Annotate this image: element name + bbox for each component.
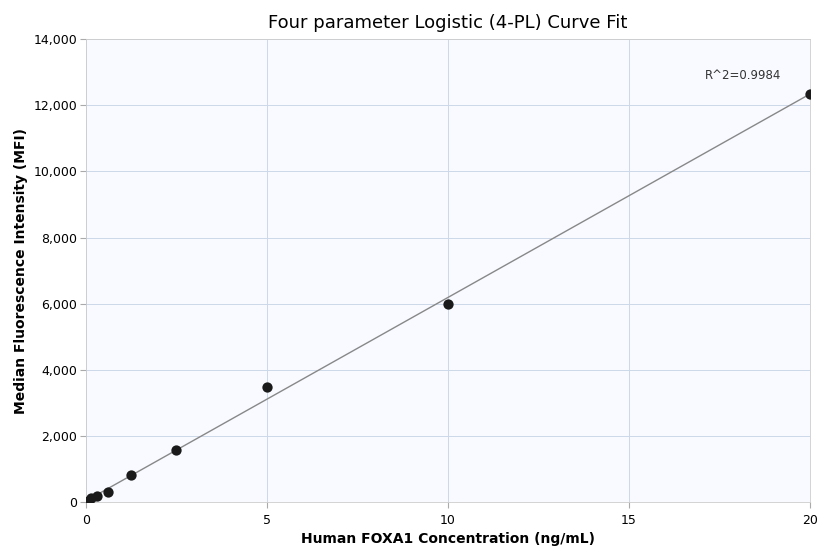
Title: Four parameter Logistic (4-PL) Curve Fit: Four parameter Logistic (4-PL) Curve Fit — [268, 14, 627, 32]
Point — [82, 496, 95, 505]
Point — [102, 487, 115, 496]
Y-axis label: Median Fluorescence Intensity (MFI): Median Fluorescence Intensity (MFI) — [14, 128, 28, 414]
Text: R^2=0.9984: R^2=0.9984 — [705, 69, 781, 82]
Point — [85, 494, 98, 503]
Point — [170, 446, 183, 455]
Point — [91, 491, 104, 500]
Point — [124, 471, 137, 480]
Point — [804, 89, 817, 98]
X-axis label: Human FOXA1 Concentration (ng/mL): Human FOXA1 Concentration (ng/mL) — [301, 532, 595, 546]
Point — [441, 300, 454, 309]
Point — [260, 383, 274, 392]
